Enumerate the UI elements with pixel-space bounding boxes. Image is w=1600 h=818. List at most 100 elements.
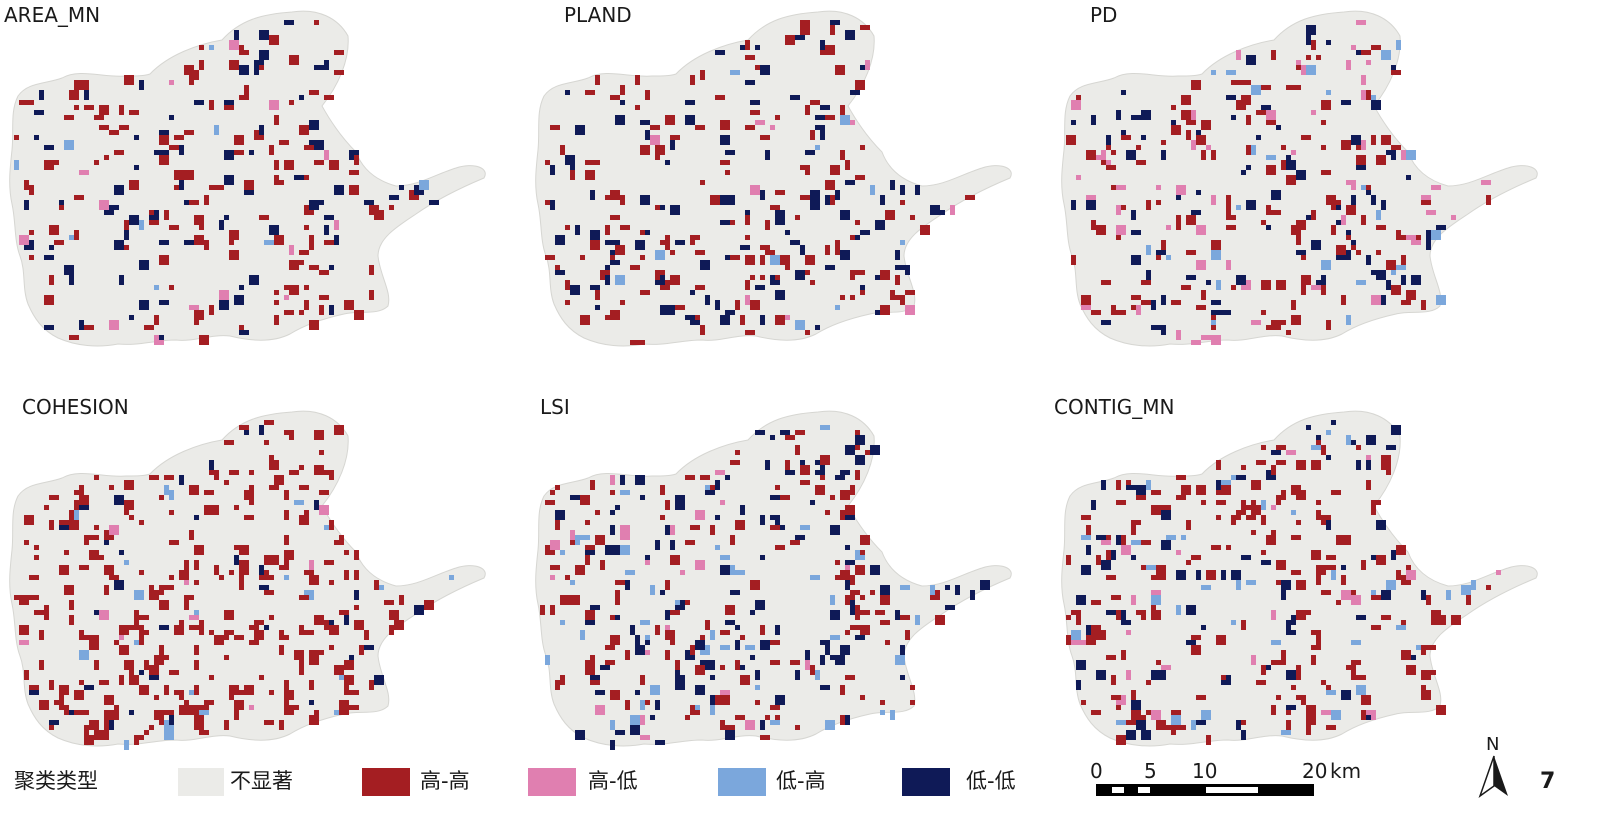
cluster-cell <box>344 550 349 555</box>
cluster-cell <box>1161 240 1166 250</box>
cluster-cell <box>600 665 610 670</box>
cluster-cell <box>1341 590 1351 600</box>
cluster-cell <box>109 710 119 720</box>
cluster-cell <box>605 645 610 650</box>
cluster-cell <box>900 615 910 620</box>
cluster-cell <box>1341 100 1351 105</box>
cluster-cell <box>860 290 865 295</box>
cluster-cell <box>1151 575 1161 580</box>
cluster-cell <box>1196 490 1201 495</box>
cluster-cell <box>830 595 835 605</box>
cluster-cell <box>1141 300 1151 305</box>
cluster-cell <box>1241 730 1246 740</box>
cluster-cell <box>770 640 780 645</box>
cluster-cell <box>169 510 174 515</box>
cluster-cell <box>254 630 264 640</box>
cluster-cell <box>705 295 710 305</box>
region-outline <box>9 10 486 347</box>
cluster-cell <box>685 540 695 545</box>
cluster-cell <box>314 200 324 205</box>
cluster-cell <box>1321 120 1326 125</box>
cluster-cell <box>94 730 99 740</box>
cluster-cell <box>149 675 159 680</box>
cluster-cell <box>810 100 820 105</box>
cluster-cell <box>1251 530 1256 535</box>
cluster-cell <box>1091 710 1101 715</box>
cluster-cell <box>64 550 69 555</box>
cluster-cell <box>1111 695 1121 700</box>
cluster-cell <box>129 515 134 520</box>
cluster-cell <box>1186 215 1196 225</box>
cluster-cell <box>840 115 850 125</box>
cluster-cell <box>725 310 735 315</box>
cluster-cell <box>640 495 645 500</box>
cluster-cell <box>1116 225 1126 235</box>
cluster-cell <box>1296 580 1306 590</box>
cluster-cell <box>1186 250 1196 255</box>
cluster-cell <box>1196 570 1201 580</box>
cluster-cell <box>1176 330 1181 340</box>
cluster-cell <box>785 435 795 440</box>
cluster-cell <box>630 715 640 725</box>
cluster-cell <box>414 605 424 615</box>
cluster-cell <box>234 295 244 305</box>
cluster-cell <box>1161 150 1166 160</box>
cluster-cell <box>1196 720 1206 725</box>
cluster-cell <box>139 685 149 695</box>
cluster-cell <box>324 240 334 245</box>
cluster-cell <box>1431 185 1441 190</box>
cluster-cell <box>785 315 790 320</box>
cluster-cell <box>1136 145 1141 150</box>
cluster-cell <box>79 80 89 90</box>
cluster-cell <box>369 290 374 300</box>
scale-bar-segment <box>1112 787 1124 793</box>
cluster-cell <box>109 130 119 135</box>
cluster-cell <box>800 460 805 465</box>
cluster-cell <box>850 235 855 240</box>
cluster-cell <box>1121 650 1126 660</box>
cluster-cell <box>199 225 204 230</box>
cluster-cell <box>139 80 144 90</box>
cluster-cell <box>1126 485 1136 490</box>
cluster-cell <box>139 670 144 675</box>
cluster-cell <box>1256 135 1261 140</box>
cluster-cell <box>600 560 605 570</box>
cluster-cell <box>615 275 625 285</box>
cluster-cell <box>620 100 625 105</box>
cluster-cell <box>1076 610 1081 620</box>
cluster-cell <box>1266 165 1276 175</box>
cluster-cell <box>1296 610 1306 620</box>
cluster-cell <box>605 545 615 555</box>
cluster-cell <box>895 610 900 620</box>
cluster-cell <box>665 650 670 660</box>
cluster-cell <box>1371 45 1381 50</box>
cluster-cell <box>1351 180 1356 190</box>
cluster-cell <box>845 160 850 170</box>
cluster-cell <box>174 185 179 190</box>
cluster-cell <box>234 710 239 720</box>
cluster-cell <box>770 705 780 710</box>
cluster-cell <box>1236 510 1241 520</box>
cluster-cell <box>99 125 109 130</box>
cluster-cell <box>1331 200 1336 210</box>
cluster-cell <box>565 280 570 290</box>
cluster-cell <box>29 255 34 260</box>
cluster-cell <box>149 585 154 590</box>
cluster-cell <box>1306 35 1311 45</box>
cluster-cell <box>1286 705 1296 710</box>
cluster-cell <box>795 270 805 280</box>
cluster-cell <box>389 610 399 620</box>
cluster-cell <box>1151 670 1156 680</box>
cluster-cell <box>124 505 129 515</box>
cluster-cell <box>730 70 740 75</box>
cluster-cell <box>189 80 194 85</box>
cluster-cell <box>129 110 139 115</box>
cluster-cell <box>1451 215 1456 220</box>
cluster-cell <box>1256 110 1266 115</box>
cluster-cell <box>720 720 725 730</box>
cluster-cell <box>765 460 770 470</box>
cluster-cell <box>1116 720 1126 725</box>
cluster-cell <box>1231 115 1236 120</box>
cluster-cell <box>1241 620 1246 630</box>
cluster-cell <box>299 95 304 100</box>
